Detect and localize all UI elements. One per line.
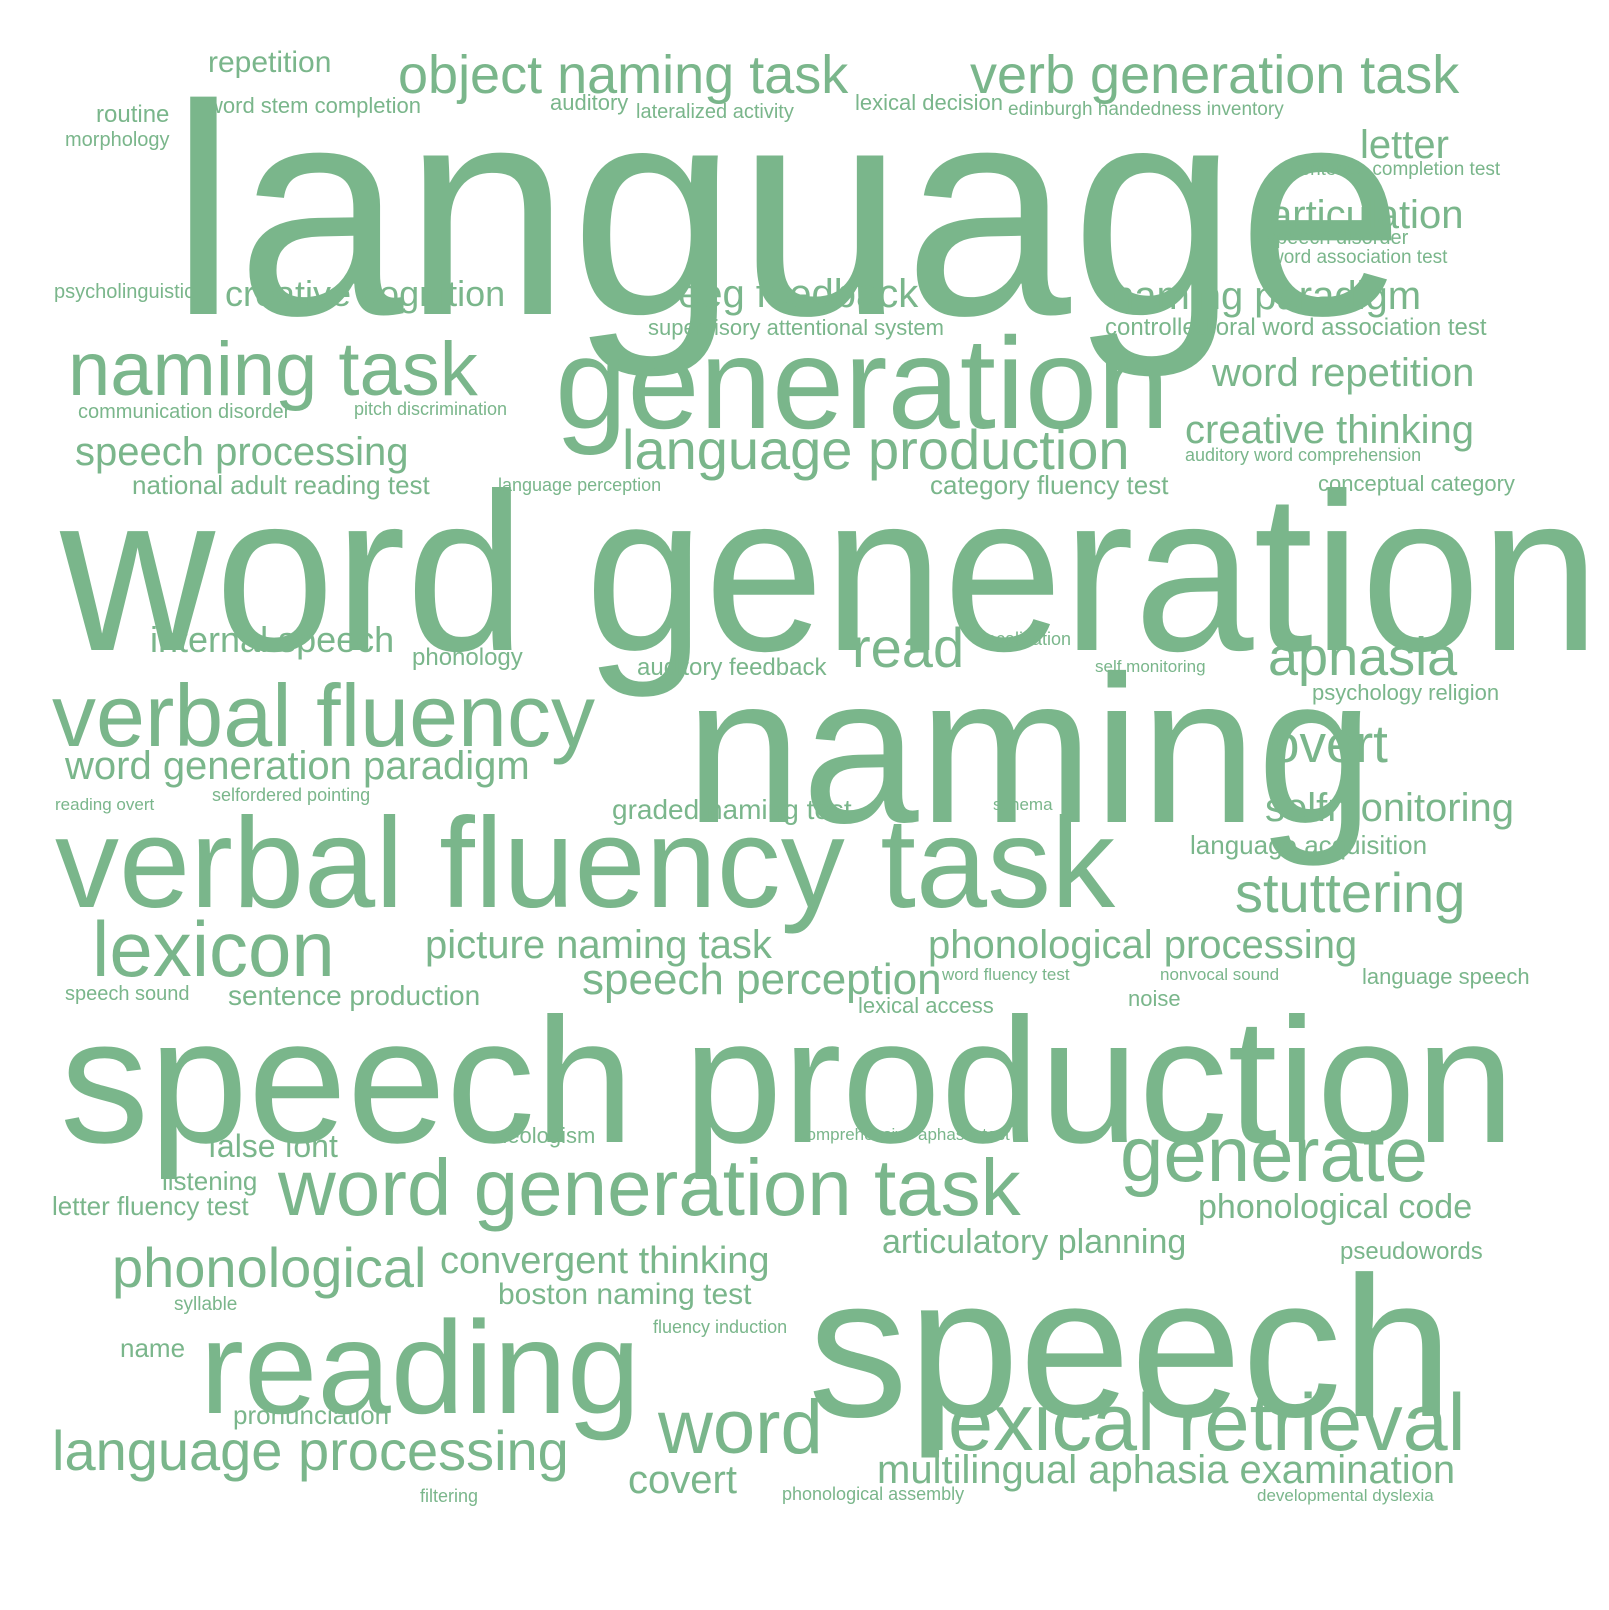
word-speech-disorder: speech disorder	[1266, 227, 1409, 249]
word-speech-perception: speech perception	[582, 955, 942, 1004]
word-comprehensive-aphasia-test: comprehensive aphasia test	[798, 1125, 1010, 1144]
word-supervisory-attentional-system: supervisory attentional system	[648, 315, 944, 340]
word-lexicon: lexicon	[92, 905, 335, 993]
word-schema: schema	[993, 795, 1053, 814]
word-psycholinguistic: psycholinguistic	[54, 281, 195, 303]
word-selfmonitoring: selfmonitoring	[1265, 786, 1515, 830]
word-verbal-fluency: verbal fluency	[52, 666, 595, 765]
word-morphology: morphology	[65, 129, 170, 151]
word-syllable: syllable	[174, 1294, 238, 1315]
word-naming-task: naming task	[68, 327, 478, 412]
word-stuttering: stuttering	[1235, 861, 1466, 924]
word-noise: noise	[1128, 986, 1181, 1011]
word-boston-naming-test: boston naming test	[498, 1278, 752, 1311]
word-generation: generation	[555, 310, 1170, 456]
word-speech-production: speech production	[60, 981, 1515, 1180]
word-word-repetition: word repetition	[1212, 351, 1475, 395]
word-auditory-word-comprehension: auditory word comprehension	[1185, 445, 1422, 465]
word-verb-generation-task: verb generation task	[970, 45, 1460, 105]
word-controlled-oral-word-association-test: controlled oral word association test	[1105, 314, 1487, 341]
word-phonology: phonology	[412, 644, 523, 671]
word-speech: speech	[808, 1236, 1453, 1459]
word-aphasia: aphasia	[1268, 627, 1458, 687]
word-reading-overt: reading overt	[55, 795, 155, 814]
word-word-stem-completion: word stem completion	[207, 93, 421, 118]
word-generate: generate	[1120, 1110, 1428, 1198]
word-articulation: articulation	[1270, 193, 1464, 237]
word-lexical-retrieval: lexical retrieval	[930, 1378, 1466, 1468]
word-speech-sound: speech sound	[65, 983, 190, 1005]
word-sentence-completion-test: sentence completion test	[1290, 159, 1501, 180]
word-national-adult-reading-test: national adult reading test	[132, 470, 430, 500]
word-sentence-production: sentence production	[228, 980, 481, 1011]
word-overt: overt	[1270, 715, 1388, 774]
word-internal-speech: internal speech	[150, 619, 395, 660]
word-creative-thinking: creative thinking	[1185, 408, 1475, 452]
word-language: language	[170, 42, 1405, 378]
word-conceptual-category: conceptual category	[1318, 471, 1515, 496]
word-language-production: language production	[622, 418, 1130, 481]
word-creative-cognition: creative cognition	[225, 273, 506, 314]
word-phonological-assembly: phonological assembly	[782, 1484, 965, 1504]
word-picture-naming-task: picture naming task	[425, 923, 772, 967]
word-word-generation-task: word generation task	[278, 1143, 1021, 1232]
word-convergent-thinking: convergent thinking	[440, 1240, 770, 1282]
word-word-association-test: word association test	[1270, 247, 1448, 268]
word-psychology-religion: psychology religion	[1312, 680, 1500, 705]
word-neologism: neologism	[495, 1123, 596, 1148]
word-multilingual-aphasia-examination: multilingual aphasia examination	[877, 1448, 1456, 1492]
word-letter-fluency-test: letter fluency test	[52, 1191, 249, 1221]
word-phonological-code: phonological code	[1198, 1188, 1473, 1226]
word-naming: naming	[685, 632, 1374, 867]
word-repetition: repetition	[208, 46, 332, 79]
word-localization: localization	[982, 629, 1072, 649]
word-naming-paradigm: naming paradigm	[1112, 274, 1422, 318]
word-false-font: false font	[208, 1128, 338, 1164]
word-nonvocal-sound: nonvocal sound	[1160, 965, 1280, 984]
word-pronunciation: pronunciation	[233, 1400, 390, 1430]
word-edinburgh-handedness-inventory: edinburgh handedness inventory	[1008, 99, 1284, 120]
word-fluency-induction: fluency induction	[653, 1317, 788, 1337]
word-language-processing: language processing	[52, 1419, 569, 1482]
word-lexical-access: lexical access	[858, 993, 994, 1018]
word-phonological-processing: phonological processing	[928, 923, 1358, 967]
word-lexical-decision: lexical decision	[855, 90, 1003, 115]
word-filtering: filtering	[420, 1486, 479, 1506]
word-object-naming-task: object naming task	[398, 45, 849, 105]
word-letter: letter	[1360, 123, 1449, 167]
word-routine: routine	[96, 101, 170, 128]
word-graded-naming-test: graded naming test	[612, 794, 852, 825]
word-self-monitoring: self monitoring	[1095, 657, 1206, 676]
word-language-speech: language speech	[1362, 964, 1530, 989]
word-eeg-feedback: eeg feedback	[678, 272, 919, 316]
word-lateralized-activity: lateralized activity	[636, 101, 794, 123]
word-verbal-fluency-task: verbal fluency task	[55, 792, 1116, 935]
word-word: word	[658, 1385, 823, 1470]
word-word-generation: word generation	[60, 446, 1600, 698]
word-pitch-discrimination: pitch discrimination	[354, 399, 508, 419]
word-listening: listening	[162, 1166, 258, 1196]
word-speech-processing: speech processing	[75, 430, 409, 474]
word-word-fluency-test: word fluency test	[942, 965, 1070, 984]
word-category-fluency-test: category fluency test	[930, 470, 1169, 500]
word-language-acquisition: language acquisition	[1190, 830, 1428, 860]
word-language-perception: language perception	[498, 475, 662, 495]
word-auditory: auditory	[550, 90, 629, 115]
word-reading: reading	[200, 1294, 641, 1441]
word-selfordered-pointing: selfordered pointing	[212, 785, 371, 805]
word-word-generation-paradigm: word generation paradigm	[65, 744, 530, 788]
word-phonological: phonological	[112, 1236, 427, 1299]
word-name: name	[120, 1333, 186, 1363]
word-articulatory-planning: articulatory planning	[882, 1223, 1187, 1261]
word-read: read	[852, 616, 965, 679]
word-communication-disorder: communication disorder	[78, 401, 291, 423]
word-pseudowords: pseudowords	[1340, 1238, 1483, 1265]
word-covert: covert	[628, 1458, 737, 1502]
word-developmental-dyslexia: developmental dyslexia	[1257, 1486, 1434, 1505]
word-auditory-feedback: auditory feedback	[637, 654, 827, 681]
